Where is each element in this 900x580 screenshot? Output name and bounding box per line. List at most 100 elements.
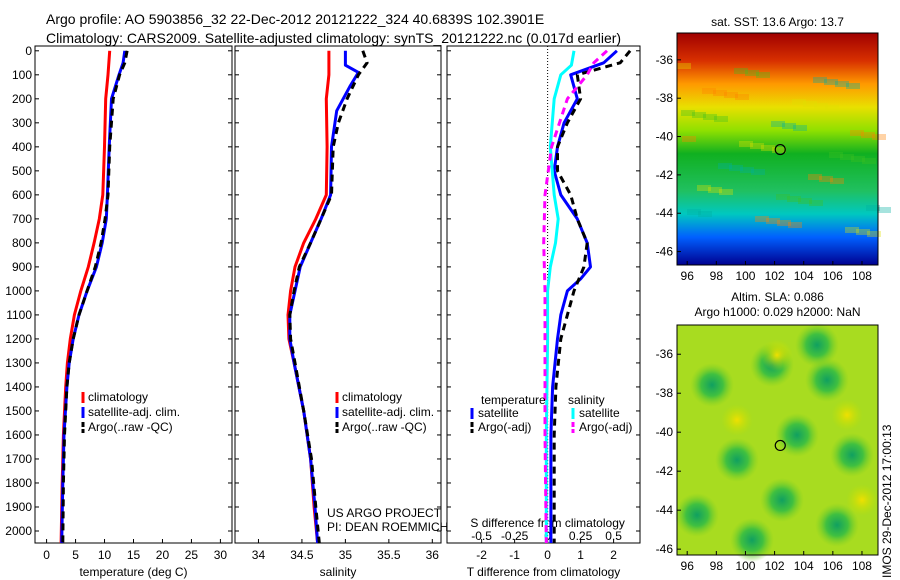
map-texture bbox=[788, 222, 802, 228]
map-texture bbox=[724, 92, 738, 98]
legend-title: salinity bbox=[568, 393, 605, 407]
map-frame bbox=[676, 32, 879, 266]
x-tick-label: 0 bbox=[544, 548, 551, 562]
map-texture bbox=[714, 116, 728, 122]
map-field bbox=[677, 33, 878, 265]
y-tick-label: 200 bbox=[12, 92, 32, 106]
map-texture bbox=[813, 77, 827, 83]
x-axis-label: salinity bbox=[320, 565, 357, 579]
map-texture bbox=[792, 99, 806, 105]
map-texture bbox=[861, 132, 875, 138]
legend-label: satellite-adj. clim. bbox=[342, 405, 434, 419]
x2-tick-label: 0.25 bbox=[569, 529, 593, 543]
map-texture bbox=[824, 79, 838, 85]
x-tick-label: 20 bbox=[156, 548, 170, 562]
header-line-2: Climatology: CARS2009. Satellite-adjuste… bbox=[46, 30, 621, 46]
map-texture bbox=[776, 194, 790, 200]
map-texture bbox=[677, 63, 691, 69]
legend-label: Argo(..raw -QC) bbox=[88, 420, 173, 434]
y-tick-label: 1000 bbox=[5, 284, 32, 298]
map-texture bbox=[825, 105, 839, 111]
sla-eddy bbox=[775, 413, 819, 457]
lon-tick-label: 98 bbox=[710, 559, 724, 573]
lon-tick-label: 100 bbox=[735, 559, 755, 573]
map-texture bbox=[751, 169, 765, 175]
map-frame bbox=[676, 324, 879, 556]
credit-line-1: US ARGO PROJECT bbox=[327, 506, 442, 520]
header-line-1: Argo profile: AO 5903856_32 22-Dec-2012 … bbox=[46, 11, 544, 27]
plot-frame bbox=[34, 45, 233, 544]
plot-frame bbox=[446, 45, 641, 544]
legend-label: Argo(-adj) bbox=[579, 420, 632, 434]
map-texture bbox=[866, 205, 880, 211]
legend-label: climatology bbox=[88, 390, 148, 404]
y-tick-label: 1400 bbox=[5, 380, 32, 394]
map-texture bbox=[771, 121, 785, 127]
lat-tick-label: -36 bbox=[656, 53, 674, 67]
y-tick-label: 600 bbox=[12, 188, 32, 202]
x2-tick-label: 0.5 bbox=[605, 529, 622, 543]
sla-eddy bbox=[805, 358, 849, 402]
map-texture bbox=[703, 114, 717, 120]
y-tick-label: 1200 bbox=[5, 332, 32, 346]
sla-eddy bbox=[715, 438, 759, 482]
legend-label: satellite bbox=[579, 406, 620, 420]
map-texture bbox=[735, 94, 749, 100]
series-argo-raw-qc- bbox=[61, 50, 129, 544]
y-tick-label: 400 bbox=[12, 140, 32, 154]
lon-tick-label: 104 bbox=[794, 269, 814, 283]
lat-tick-label: -36 bbox=[656, 347, 674, 361]
map-texture bbox=[862, 158, 876, 164]
lon-tick-label: 96 bbox=[681, 269, 695, 283]
profile-panel-1: 0100200300400500600700800900100011001200… bbox=[5, 44, 233, 579]
y-tick-label: 800 bbox=[12, 236, 32, 250]
map-texture bbox=[687, 209, 701, 215]
x-tick-label: 25 bbox=[185, 548, 199, 562]
sla-map: 96 98 100 102 104 106 108 -36 -38 -40 -42 -44 -46 Alt… bbox=[656, 290, 879, 573]
y-tick-label: 2000 bbox=[5, 524, 32, 538]
series-salinity-satellite bbox=[544, 50, 576, 543]
map-title: sat. SST: 13.6 Argo: 13.7 bbox=[711, 15, 844, 29]
map-texture bbox=[777, 220, 791, 226]
lon-tick-label: 106 bbox=[823, 269, 843, 283]
argo-float-marker bbox=[774, 143, 786, 156]
y-tick-label: 1300 bbox=[5, 356, 32, 370]
map-texture bbox=[718, 163, 732, 169]
x2-tick-label: -0.5 bbox=[471, 529, 492, 543]
y-tick-label: 300 bbox=[12, 116, 32, 130]
y-tick-label: 1600 bbox=[5, 428, 32, 442]
lat-tick-label: -44 bbox=[656, 503, 674, 517]
x-tick-label: -2 bbox=[476, 548, 487, 562]
x-tick-label: 35.5 bbox=[377, 548, 401, 562]
map-texture bbox=[845, 227, 859, 233]
map-texture bbox=[719, 189, 733, 195]
x-axis-label: temperature (deg C) bbox=[79, 565, 187, 579]
map-texture bbox=[713, 90, 727, 96]
map-texture bbox=[739, 141, 753, 147]
map-texture bbox=[856, 229, 870, 235]
legend-title: temperature bbox=[481, 393, 546, 407]
x-tick-label: 10 bbox=[98, 548, 112, 562]
map-texture bbox=[846, 83, 860, 89]
imos-stamp: IMOS 29-Dec-2012 17:00:13 bbox=[880, 424, 894, 578]
map-texture bbox=[734, 68, 748, 74]
x-tick-label: 5 bbox=[72, 548, 79, 562]
map-texture bbox=[835, 81, 849, 87]
sla-high bbox=[761, 339, 793, 371]
map-texture bbox=[756, 72, 770, 78]
sla-high bbox=[831, 399, 863, 431]
argo-float-marker bbox=[774, 439, 786, 452]
lon-tick-label: 98 bbox=[710, 269, 724, 283]
y-tick-label: 900 bbox=[12, 260, 32, 274]
map-title: Altim. SLA: 0.086 bbox=[731, 290, 824, 304]
sla-eddy bbox=[690, 363, 734, 407]
map-texture bbox=[803, 101, 817, 107]
map-texture bbox=[840, 154, 854, 160]
legend-label: Argo(-adj) bbox=[478, 420, 531, 434]
y-tick-label: 1100 bbox=[6, 308, 32, 322]
map-texture bbox=[830, 178, 844, 184]
legend-label: satellite-adj. clim. bbox=[88, 405, 180, 419]
legend-label: Argo(..raw -QC) bbox=[342, 420, 427, 434]
lat-tick-label: -40 bbox=[656, 425, 674, 439]
